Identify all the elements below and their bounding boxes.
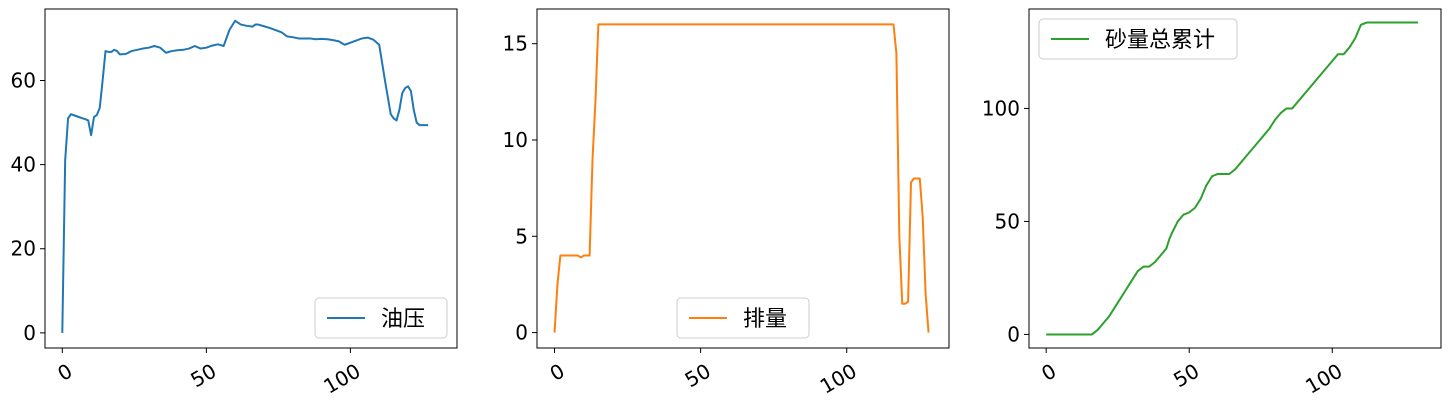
y-tick-label: 15 [503, 32, 528, 56]
legend-box [1038, 18, 1238, 60]
y-tick-label: 50 [995, 209, 1020, 233]
series-line-cumulative-sand [1046, 21, 1419, 336]
axes-frame-cumulative-sand [1028, 8, 1442, 349]
y-tick-label: 0 [23, 321, 36, 345]
axes-frame-displacement [536, 8, 950, 349]
series-line-displacement [553, 23, 930, 333]
legend-label: 排量 [743, 307, 787, 332]
legend-box [676, 297, 810, 339]
legend-oil-pressure: 油压 [314, 297, 448, 339]
legend-box [314, 297, 448, 339]
x-tick-label: 50 [186, 359, 220, 393]
x-tick-label: 100 [816, 359, 861, 399]
y-tick-label: 10 [503, 128, 528, 152]
y-tick-label: 20 [11, 237, 36, 261]
chart-panel-displacement: 0 50 100 0 5 10 15 排量 [503, 8, 950, 399]
x-tick-label: 50 [1169, 359, 1203, 393]
legend-label: 砂量总累计 [1105, 28, 1215, 53]
legend-displacement: 排量 [676, 297, 810, 339]
legend-label: 油压 [381, 307, 425, 332]
y-tick-label: 0 [515, 321, 528, 345]
x-tick-label: 50 [681, 359, 715, 393]
y-tick-label: 0 [1007, 322, 1020, 346]
x-tick-label: 100 [1301, 359, 1346, 399]
legend-cumulative-sand: 砂量总累计 [1038, 18, 1238, 60]
chart-panel-oil-pressure: 0 50 100 0 20 40 60 油压 [11, 8, 458, 399]
series-line-oil-pressure [61, 19, 429, 333]
x-tick-label: 0 [1037, 359, 1060, 386]
x-tick-label: 0 [53, 359, 76, 386]
x-tick-label: 100 [319, 359, 364, 399]
y-tick-label: 100 [982, 96, 1020, 120]
axes-frame-oil-pressure [44, 8, 458, 349]
y-tick-label: 60 [11, 69, 36, 93]
y-tick-label: 40 [11, 153, 36, 177]
y-tick-label: 5 [515, 224, 528, 248]
x-tick-label: 0 [546, 359, 569, 386]
chart-panel-cumulative-sand: 0 50 100 0 50 100 砂量总累计 [982, 8, 1442, 399]
